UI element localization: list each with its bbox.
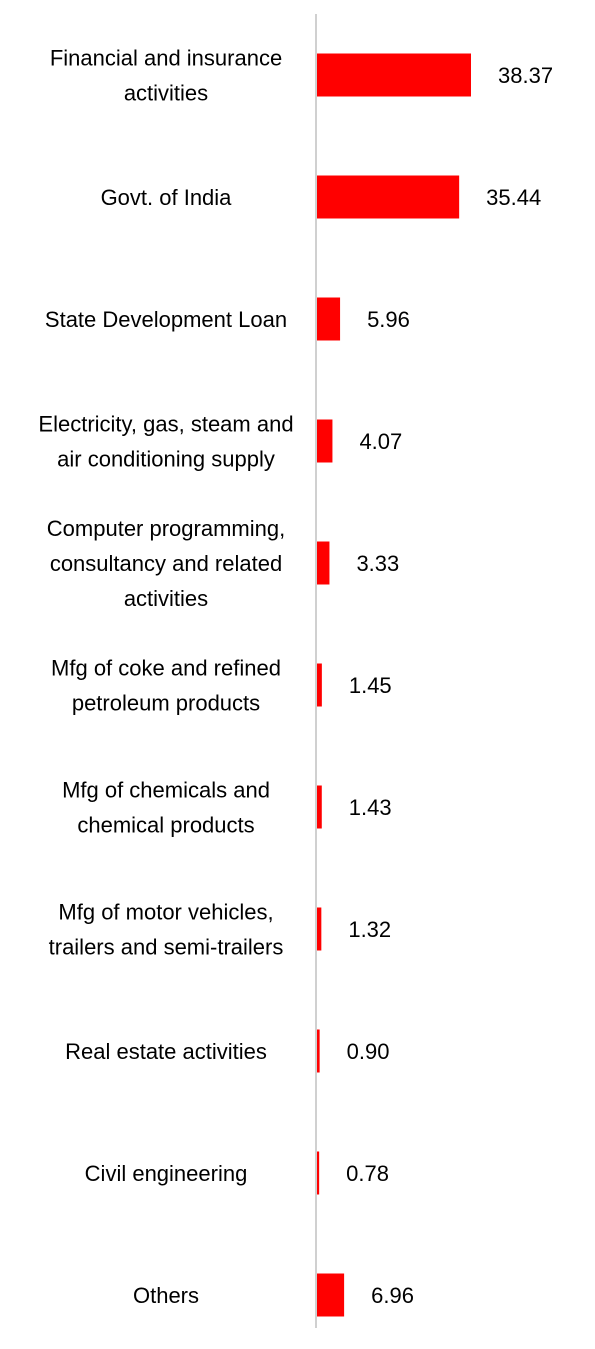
value-label: 38.37 (498, 63, 553, 88)
value-label: 0.78 (346, 1161, 389, 1186)
category-label: State Development Loan (45, 307, 287, 332)
category-label-line: chemical products (77, 813, 254, 838)
category-label-line: Civil engineering (85, 1161, 248, 1186)
category-label-line: Real estate activities (65, 1039, 267, 1064)
category-label-line: air conditioning supply (57, 447, 275, 472)
category-label: Electricity, gas, steam and air condition… (38, 412, 293, 472)
value-labels-group: 38.37 35.44 5.96 4.07 3.33 1.45 1.43 1.32 0.90 0.… (346, 63, 553, 1308)
category-labels-group: Financial and insurance activities Govt. o… (38, 46, 293, 1309)
value-label: 5.96 (367, 307, 410, 332)
category-label: Others (133, 1283, 199, 1308)
category-label: Computer programming, consultancy and rel… (47, 516, 285, 611)
value-label: 1.32 (348, 917, 391, 942)
category-label: Mfg of motor vehicles, trailers and semi-… (49, 900, 284, 960)
category-label-line: State Development Loan (45, 307, 287, 332)
value-label: 3.33 (356, 551, 399, 576)
category-label-line: activities (124, 586, 208, 611)
category-label-line: Electricity, gas, steam and (38, 412, 293, 437)
bar (316, 663, 322, 707)
category-label-line: Govt. of India (101, 185, 233, 210)
category-label-line: Financial and insurance (50, 46, 282, 71)
category-label-line: consultancy and related (50, 551, 282, 576)
bar (316, 785, 322, 829)
category-label-line: petroleum products (72, 691, 260, 716)
category-label-line: trailers and semi-trailers (49, 935, 284, 960)
bar (316, 175, 460, 219)
category-label: Real estate activities (65, 1039, 267, 1064)
category-label-line: activities (124, 81, 208, 106)
category-label: Mfg of coke and refined petroleum product… (51, 656, 281, 716)
bar (316, 907, 322, 951)
category-label-line: Mfg of chemicals and (62, 778, 270, 803)
category-label: Govt. of India (101, 185, 233, 210)
category-label-line: Computer programming, (47, 516, 285, 541)
bar (316, 419, 333, 463)
category-label-line: Mfg of motor vehicles, (58, 900, 273, 925)
value-label: 6.96 (371, 1283, 414, 1308)
category-label: Financial and insurance activities (50, 46, 282, 106)
value-label: 0.90 (347, 1039, 390, 1064)
category-label: Civil engineering (85, 1161, 248, 1186)
value-label: 1.45 (349, 673, 392, 698)
bar (316, 53, 471, 97)
bar (316, 1151, 320, 1195)
category-label: Mfg of chemicals and chemical products (62, 778, 270, 838)
bars-group (316, 53, 471, 1317)
value-label: 1.43 (349, 795, 392, 820)
category-label-line: Mfg of coke and refined (51, 656, 281, 681)
bar (316, 297, 341, 341)
value-label: 4.07 (359, 429, 402, 454)
value-label: 35.44 (486, 185, 541, 210)
category-label-line: Others (133, 1283, 199, 1308)
bar (316, 541, 330, 585)
bar (316, 1029, 320, 1073)
bar (316, 1273, 345, 1317)
